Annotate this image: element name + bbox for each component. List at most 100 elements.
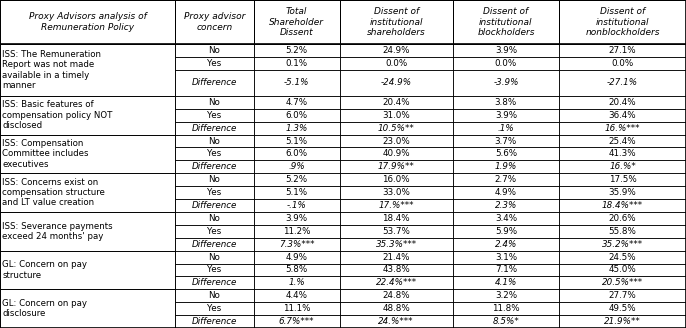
Text: 6.0%: 6.0% [285, 149, 308, 158]
Bar [0, 289, 175, 328]
Text: Proxy advisor
concern: Proxy advisor concern [184, 12, 245, 32]
Bar [453, 225, 559, 238]
Bar [175, 57, 254, 70]
Bar [175, 263, 254, 277]
Text: .9%: .9% [288, 162, 305, 171]
Text: -.1%: -.1% [287, 201, 307, 210]
Bar [559, 302, 686, 315]
Text: 20.4%: 20.4% [382, 98, 410, 107]
Text: 35.2%***: 35.2%*** [602, 240, 643, 249]
Text: 1.%: 1.% [288, 278, 305, 287]
Text: 21.4%: 21.4% [382, 253, 410, 261]
Text: 48.8%: 48.8% [382, 304, 410, 313]
Bar [175, 173, 254, 186]
Bar [453, 277, 559, 289]
Bar [340, 251, 453, 263]
Text: -24.9%: -24.9% [381, 78, 412, 88]
Bar [254, 315, 340, 328]
Bar [254, 148, 340, 160]
Bar [175, 109, 254, 122]
Bar [340, 251, 453, 263]
Bar [453, 289, 559, 302]
Text: 1.3%: 1.3% [285, 124, 308, 133]
Bar [254, 134, 340, 148]
Bar [453, 199, 559, 212]
Bar [453, 57, 559, 70]
Bar [175, 277, 254, 289]
Bar [559, 96, 686, 109]
Bar [559, 315, 686, 328]
Bar [175, 251, 254, 263]
Bar [340, 199, 453, 212]
Text: 6.0%: 6.0% [285, 111, 308, 120]
Bar [254, 302, 340, 315]
Text: 5.6%: 5.6% [495, 149, 517, 158]
Bar [175, 96, 254, 109]
Bar [453, 263, 559, 277]
Text: 5.2%: 5.2% [285, 46, 308, 55]
Bar [254, 199, 340, 212]
Text: 25.4%: 25.4% [608, 136, 637, 146]
Bar [559, 0, 686, 44]
Bar [340, 96, 453, 109]
Bar [175, 122, 254, 134]
Text: 24.9%: 24.9% [382, 46, 410, 55]
Text: Yes: Yes [207, 227, 222, 236]
Bar [254, 109, 340, 122]
Text: Difference: Difference [191, 78, 237, 88]
Text: 24.8%: 24.8% [382, 291, 410, 300]
Bar [175, 148, 254, 160]
Bar [559, 315, 686, 328]
Bar [559, 212, 686, 225]
Bar [340, 122, 453, 134]
Bar [453, 44, 559, 57]
Text: 10.5%**: 10.5%** [378, 124, 414, 133]
Bar [175, 302, 254, 315]
Bar [453, 251, 559, 263]
Text: 1.9%: 1.9% [495, 162, 517, 171]
Bar [340, 160, 453, 173]
Bar [340, 44, 453, 57]
Bar [254, 225, 340, 238]
Text: Yes: Yes [207, 59, 222, 68]
Bar [0, 251, 175, 289]
Text: -3.9%: -3.9% [493, 78, 519, 88]
Bar [254, 289, 340, 302]
Bar [453, 160, 559, 173]
Text: No: No [209, 253, 220, 261]
Bar [0, 44, 175, 96]
Bar [254, 251, 340, 263]
Text: 0.1%: 0.1% [285, 59, 308, 68]
Bar [175, 289, 254, 302]
Text: 24.5%: 24.5% [608, 253, 637, 261]
Bar [453, 212, 559, 225]
Text: Difference: Difference [191, 317, 237, 326]
Bar [175, 238, 254, 251]
Bar [559, 186, 686, 199]
Bar [0, 0, 175, 44]
Bar [175, 44, 254, 57]
Bar [453, 160, 559, 173]
Text: ISS: Severance payments
exceed 24 months' pay: ISS: Severance payments exceed 24 months… [2, 222, 113, 241]
Bar [453, 173, 559, 186]
Bar [453, 263, 559, 277]
Bar [340, 96, 453, 109]
Text: 31.0%: 31.0% [382, 111, 410, 120]
Bar [559, 70, 686, 96]
Bar [254, 238, 340, 251]
Bar [559, 134, 686, 148]
Bar [254, 186, 340, 199]
Text: 18.4%***: 18.4%*** [602, 201, 643, 210]
Text: Yes: Yes [207, 265, 222, 275]
Bar [453, 315, 559, 328]
Text: 16.%*: 16.%* [609, 162, 636, 171]
Bar [453, 109, 559, 122]
Bar [453, 134, 559, 148]
Bar [254, 44, 340, 57]
Bar [254, 225, 340, 238]
Bar [340, 57, 453, 70]
Text: 3.2%: 3.2% [495, 291, 517, 300]
Bar [559, 238, 686, 251]
Bar [175, 212, 254, 225]
Bar [559, 251, 686, 263]
